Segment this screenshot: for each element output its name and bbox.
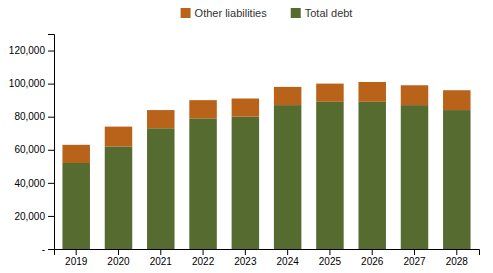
y-tick-label: - [42,244,45,255]
y-tick-mark [48,51,54,52]
bar [62,145,89,163]
y-tick: 80,000 [14,111,54,122]
x-tick-mark [203,249,204,255]
y-tick-label: 40,000 [14,178,45,189]
bar [147,128,174,249]
bars [62,82,470,249]
x-tick: 2021 [150,249,173,267]
x-tick-label: 2020 [107,256,130,267]
bar [105,127,132,147]
x-tick-mark [372,249,373,255]
legend-label: Total debt [305,7,353,19]
y-tick: 60,000 [14,144,54,155]
legend-label: Other liabilities [195,7,268,19]
x-axis: 2019 2020 2021 2022 2023 2024 2025 2026 2027 2028 [55,249,480,267]
bar [401,85,428,105]
legend-swatch [291,8,301,18]
bar [147,110,174,128]
x-tick-mark [118,249,119,255]
x-tick-mark [414,249,415,255]
x-tick-mark [245,249,246,255]
x-tick: 2026 [361,249,384,267]
bar [232,117,259,249]
y-tick-mark [48,84,54,85]
bar [316,84,343,102]
x-tick: 2020 [107,249,130,267]
plot: 2019 2020 2021 2022 2023 2024 2025 2026 2027 2028… [9,35,480,268]
bar [189,100,216,118]
y-tick: 100,000 [9,78,54,89]
x-tick-label: 2019 [65,256,88,267]
legend-swatch [181,8,191,18]
y-tick-mark [48,117,54,118]
y-tick: - [42,244,54,255]
bar [274,105,301,249]
x-tick-label: 2023 [234,256,257,267]
x-tick-label: 2026 [361,256,384,267]
bar [105,146,132,249]
x-axis-line [55,250,480,256]
x-tick-mark [456,249,457,255]
x-tick: 2025 [319,249,342,267]
legend-item: Other liabilities [181,7,268,19]
x-tick-mark [329,249,330,255]
bar [358,102,385,249]
x-tick-mark [287,249,288,255]
x-tick: 2023 [234,249,257,267]
x-tick-label: 2024 [277,256,300,267]
bar [316,102,343,249]
y-tick-label: 60,000 [14,144,45,155]
bar [443,90,470,110]
legend-item: Total debt [291,7,353,19]
bar [358,82,385,102]
y-tick-mark [48,183,54,184]
bar [62,163,89,249]
x-tick: 2027 [403,249,426,267]
y-tick-label: 20,000 [14,211,45,222]
x-tick-label: 2027 [403,256,426,267]
y-tick: 40,000 [14,178,54,189]
y-tick-label: 120,000 [9,45,46,56]
y-tick-label: 100,000 [9,78,46,89]
bar [189,118,216,249]
y-axis-line [48,35,55,250]
x-tick-label: 2022 [192,256,215,267]
y-tick: 120,000 [9,45,54,56]
bar [401,105,428,249]
series [62,102,470,249]
y-tick-mark [48,216,54,217]
bar [232,99,259,117]
x-tick-label: 2028 [446,256,469,267]
y-tick: 20,000 [14,211,54,222]
x-tick: 2019 [65,249,88,267]
legend: Other liabilities Total debt [181,7,353,19]
x-tick: 2024 [277,249,300,267]
x-tick: 2022 [192,249,215,267]
y-tick-mark [48,249,54,250]
x-tick: 2028 [446,249,469,267]
x-tick-mark [160,249,161,255]
x-tick-label: 2025 [319,256,342,267]
bar [274,87,301,105]
series [62,82,470,163]
bar [443,110,470,249]
y-axis: - 20,000 40,000 60,000 80,000 100,000 120,000 [9,35,55,255]
x-tick-mark [76,249,77,255]
y-tick-mark [48,150,54,151]
y-tick-label: 80,000 [14,111,45,122]
x-tick-label: 2021 [150,256,173,267]
chart: 2019 2020 2021 2022 2023 2024 2025 2026 2027 2028… [0,0,493,273]
